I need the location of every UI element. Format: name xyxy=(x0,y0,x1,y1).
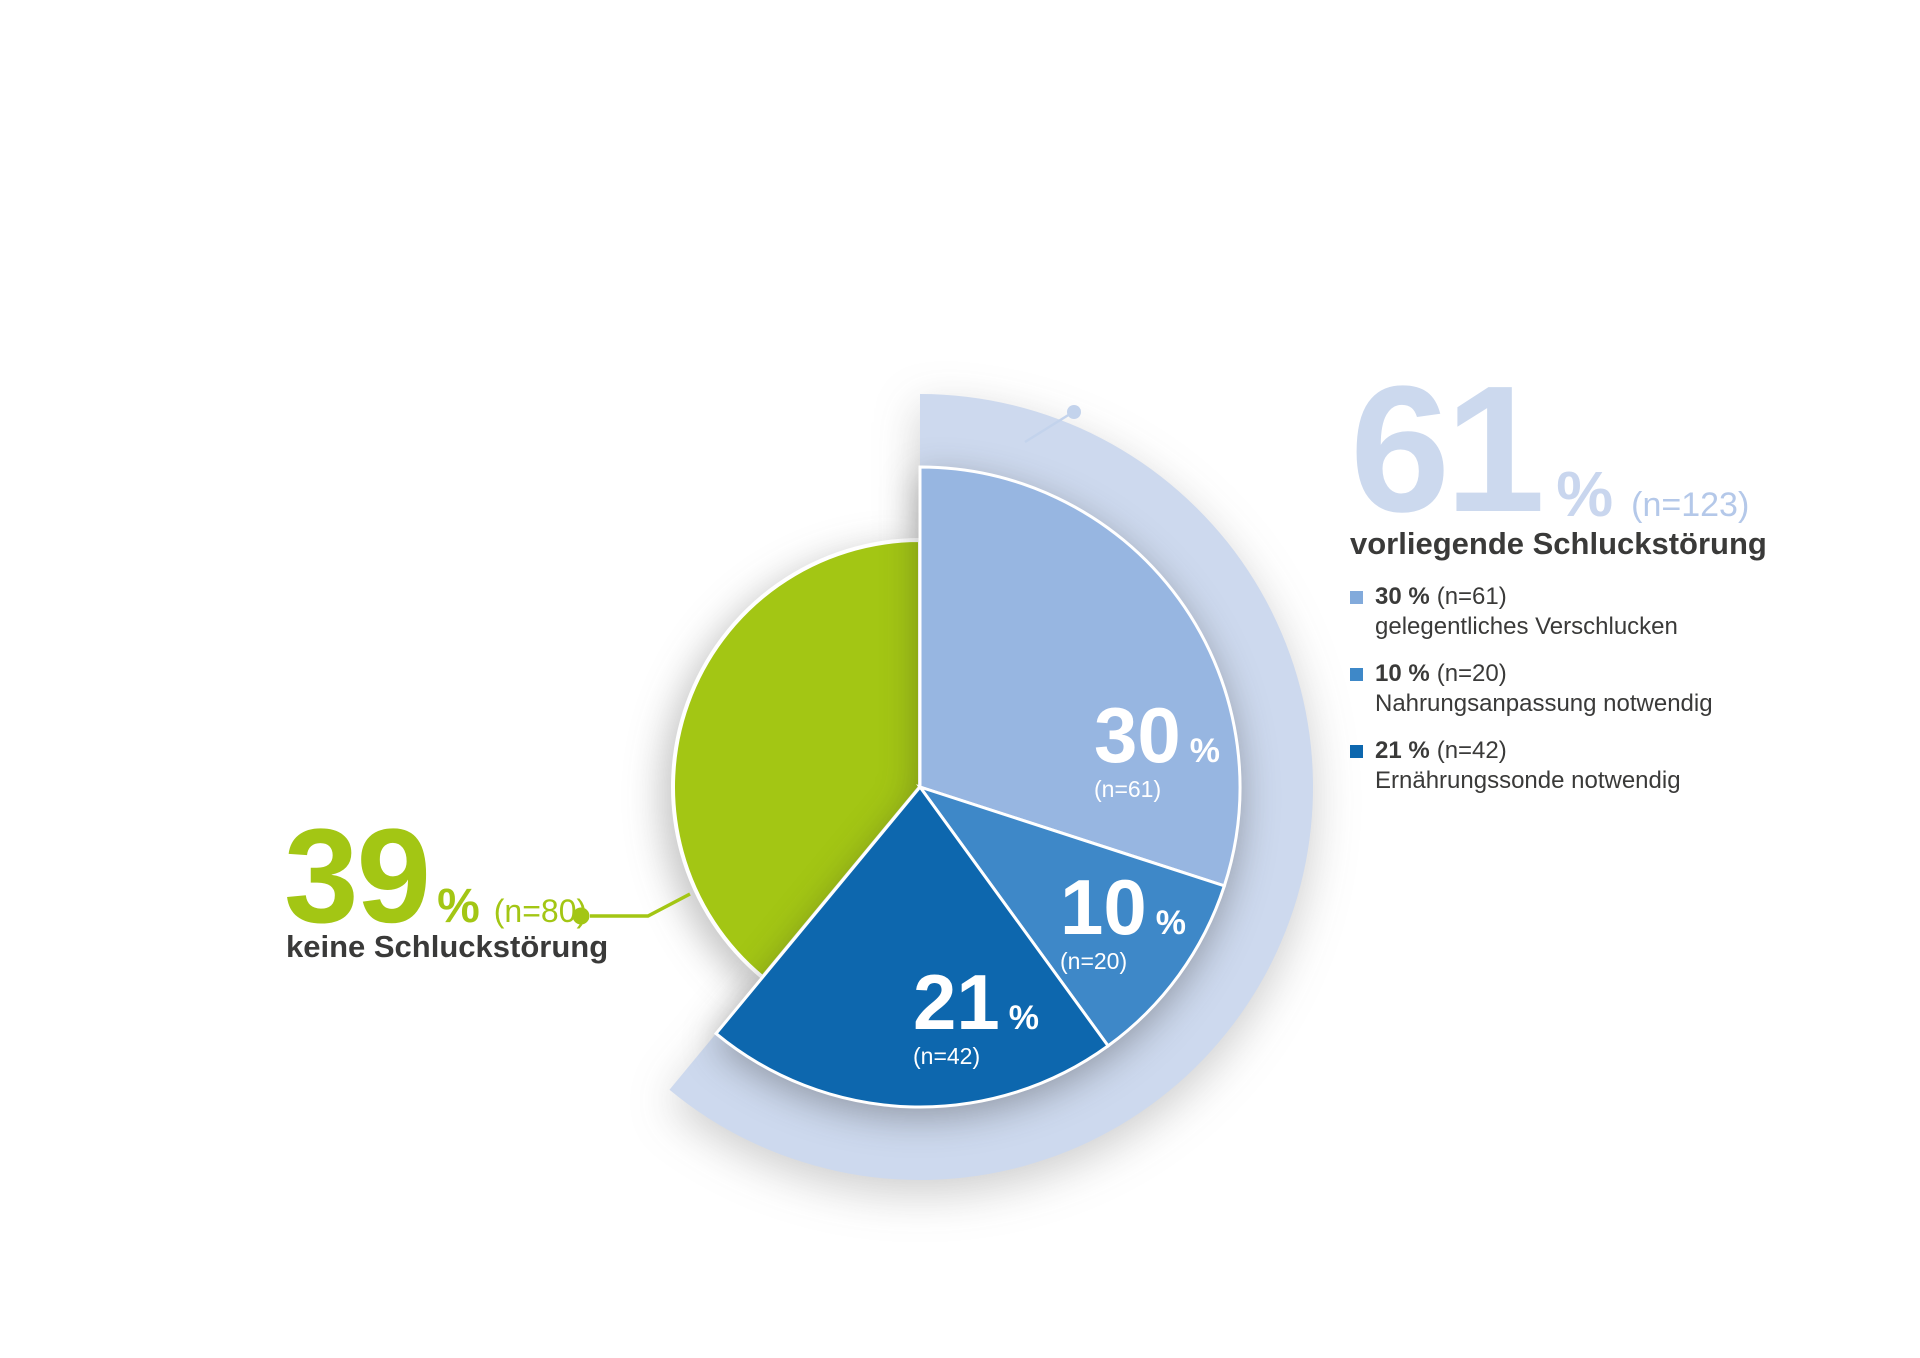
callout-right-title: vorliegende Schluckstörung xyxy=(1350,526,1767,561)
legend-desc-10: Nahrungsanpassung notwendig xyxy=(1375,690,1713,717)
slice-10-value: 10 xyxy=(1060,863,1147,951)
legend-item-21: 21 % (n=42) Ernährungssonde notwendig xyxy=(1350,736,1713,796)
legend-n-30: (n=61) xyxy=(1436,583,1507,610)
callout-left-n-value: (n=80) xyxy=(493,893,588,929)
callout-right-percent-sign: % xyxy=(1556,458,1614,530)
legend-swatch-30-icon xyxy=(1350,590,1363,604)
callout-right-n-value: (n=123) xyxy=(1631,486,1750,524)
connector-blue-dot xyxy=(1067,405,1081,419)
connector-green-line xyxy=(590,892,691,918)
legend-n-10: (n=20) xyxy=(1436,660,1507,687)
legend-desc-30: gelegentliches Verschlucken xyxy=(1375,613,1678,640)
legend-desc-21: Ernährungssonde notwendig xyxy=(1375,767,1681,794)
legend-item-30: 30 % (n=61) gelegentliches Verschlucken xyxy=(1350,582,1713,642)
slice-21-percent-sign: % xyxy=(1008,999,1039,1037)
legend-value-21: 21 % xyxy=(1375,737,1430,764)
legend-swatch-21-icon xyxy=(1350,744,1363,758)
slice-keine-schluckstoerung xyxy=(671,537,922,981)
slice-gelegentliches-verschlucken xyxy=(918,465,1242,888)
connector-green-dot xyxy=(572,907,590,925)
callout-right-value: 61 xyxy=(1350,349,1545,550)
slice-10-percent-sign: % xyxy=(1155,904,1186,942)
slice-21-n: (n=42) xyxy=(913,1043,981,1069)
legend-value-10: 10 % xyxy=(1375,660,1430,687)
legend: 30 % (n=61) gelegentliches Verschlucken … xyxy=(1350,582,1713,796)
group-connectors xyxy=(572,405,1081,925)
callout-left-percent-sign: % xyxy=(437,880,480,933)
slice-21-value: 21 xyxy=(913,958,1000,1046)
callout-left-number-row: 39 % (n=80) xyxy=(284,810,587,944)
legend-value-30: 30 % xyxy=(1375,583,1430,610)
slice-nahrungsanpassung-notwendig xyxy=(916,784,1227,1048)
slice-10-n: (n=20) xyxy=(1060,948,1128,974)
legend-item-10: 10 % (n=20) Nahrungsanpassung notwendig xyxy=(1350,659,1713,719)
slice-ernaehrungssonde-notwendig xyxy=(713,784,1111,1109)
legend-n-21: (n=42) xyxy=(1436,737,1507,764)
callout-left-value: 39 xyxy=(284,802,431,951)
slice-30-n: (n=61) xyxy=(1094,776,1162,802)
legend-swatch-10-icon xyxy=(1350,667,1363,681)
connector-blue-line xyxy=(1024,412,1071,444)
callout-right-number-row: 61 % (n=123) xyxy=(1350,360,1749,540)
slice-label-30: 30 % (n=61) xyxy=(1094,696,1220,801)
callout-left-title: keine Schluckstörung xyxy=(286,929,609,964)
slice-30-percent-sign: % xyxy=(1189,732,1220,770)
slice-30-value: 30 xyxy=(1094,691,1181,779)
slice-label-10: 10 % (n=20) xyxy=(1060,868,1186,973)
group-blue-slices xyxy=(713,465,1242,1109)
group-green-39 xyxy=(671,537,922,981)
slice-label-21: 21 % (n=42) xyxy=(913,963,1039,1068)
